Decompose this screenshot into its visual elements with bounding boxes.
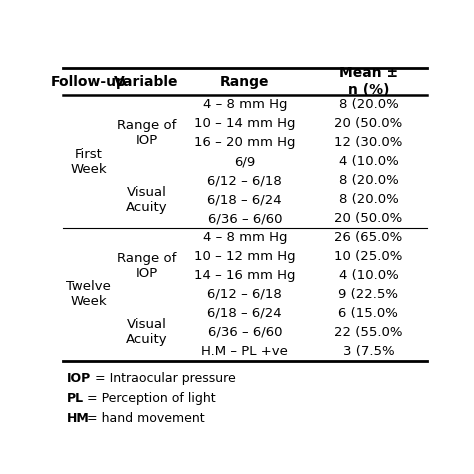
Text: 20 (50.0%: 20 (50.0% [334,117,402,130]
Text: HM: HM [66,412,89,425]
Text: 12 (30.0%: 12 (30.0% [334,136,402,149]
Text: 4 – 8 mm Hg: 4 – 8 mm Hg [202,231,287,244]
Text: 14 – 16 mm Hg: 14 – 16 mm Hg [194,269,295,282]
Text: 10 – 12 mm Hg: 10 – 12 mm Hg [194,250,296,263]
Text: 8 (20.0%: 8 (20.0% [338,98,398,111]
Text: 4 (10.0%: 4 (10.0% [338,155,398,168]
Text: 10 – 14 mm Hg: 10 – 14 mm Hg [194,117,295,130]
Text: Follow-up: Follow-up [50,74,126,89]
Text: Visual
Acuity: Visual Acuity [126,319,167,346]
Text: 16 – 20 mm Hg: 16 – 20 mm Hg [194,136,295,149]
Text: 6/9: 6/9 [234,155,255,168]
Text: 6/12 – 6/18: 6/12 – 6/18 [208,174,282,187]
Text: 8 (20.0%: 8 (20.0% [338,193,398,206]
Text: Twelve
Week: Twelve Week [66,281,111,309]
Text: = hand movement: = hand movement [83,412,204,425]
Text: Range: Range [220,74,270,89]
Text: Mean ±
n (%): Mean ± n (%) [339,66,398,97]
Text: Visual
Acuity: Visual Acuity [126,186,167,214]
Text: Variable: Variable [114,74,179,89]
Text: 26 (65.0%: 26 (65.0% [334,231,402,244]
Text: 6/18 – 6/24: 6/18 – 6/24 [208,307,282,320]
Text: H.M – PL +ve: H.M – PL +ve [201,345,288,358]
Text: Range of
IOP: Range of IOP [117,252,176,280]
Text: PL: PL [66,392,84,405]
Text: Range of
IOP: Range of IOP [117,119,176,147]
Text: 6/36 – 6/60: 6/36 – 6/60 [208,212,282,225]
Text: = Perception of light: = Perception of light [83,392,215,405]
Text: = Intraocular pressure: = Intraocular pressure [91,372,236,385]
Text: 4 – 8 mm Hg: 4 – 8 mm Hg [202,98,287,111]
Text: 3 (7.5%: 3 (7.5% [343,345,394,358]
Text: 6 (15.0%: 6 (15.0% [338,307,398,320]
Text: First
Week: First Week [70,147,107,176]
Text: IOP: IOP [66,372,91,385]
Text: 6/18 – 6/24: 6/18 – 6/24 [208,193,282,206]
Text: 6/12 – 6/18: 6/12 – 6/18 [208,288,282,301]
Text: 9 (22.5%: 9 (22.5% [338,288,399,301]
Text: 6/36 – 6/60: 6/36 – 6/60 [208,326,282,339]
Text: 4 (10.0%: 4 (10.0% [338,269,398,282]
Text: 8 (20.0%: 8 (20.0% [338,174,398,187]
Text: 22 (55.0%: 22 (55.0% [334,326,402,339]
Text: 10 (25.0%: 10 (25.0% [334,250,402,263]
Text: 20 (50.0%: 20 (50.0% [334,212,402,225]
